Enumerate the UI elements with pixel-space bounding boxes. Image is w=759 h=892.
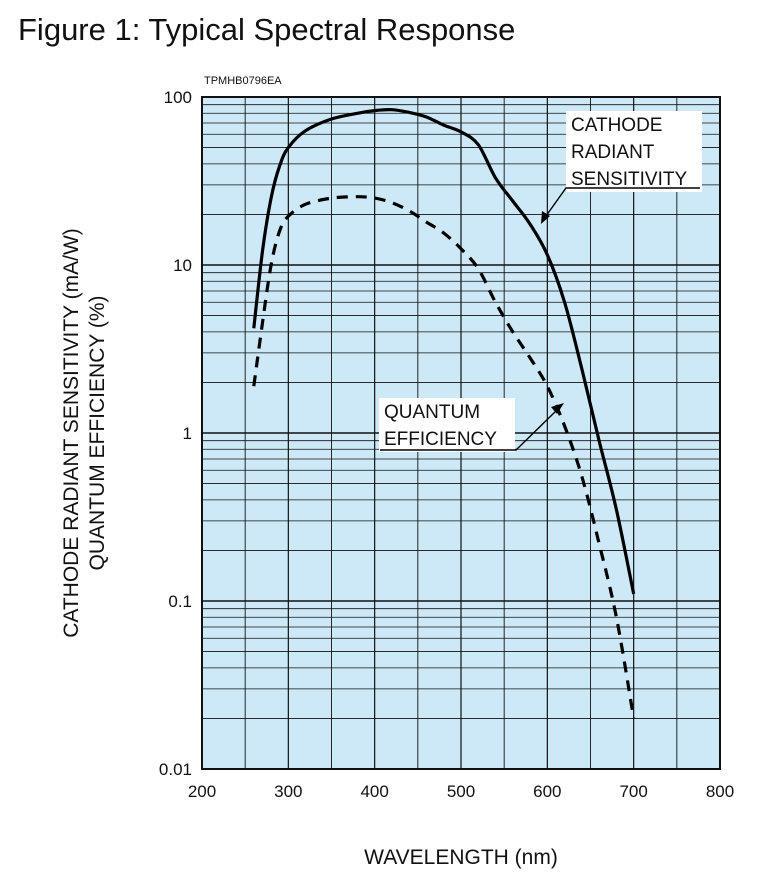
x-tick-label: 300: [274, 782, 302, 801]
y-tick-label: 100: [164, 88, 192, 107]
y-axis-title-line-1: CATHODE RADIANT SENSITIVITY (mA/W): [60, 228, 83, 638]
x-tick-labels: 200 300 400 500 600 700 800: [188, 782, 734, 801]
quantum-efficiency-label: QUANTUM EFFICIENCY: [379, 398, 564, 452]
quantum-efficiency-curve: [252, 195, 636, 719]
radiant-sensitivity-label-text-line: RADIANT: [571, 142, 655, 163]
y-tick-label: 0.1: [168, 592, 192, 611]
quantum-efficiency-label-leader: [380, 409, 558, 451]
y-tick-label: 1: [183, 424, 192, 443]
plot-border: [201, 96, 721, 770]
x-axis-title: WAVELENGTH (nm): [364, 846, 558, 869]
curves: [252, 108, 636, 719]
radiant-sensitivity-label: CATHODE RADIANT SENSITIVITY: [541, 111, 702, 224]
x-tick-label: 600: [533, 782, 561, 801]
radiant-sensitivity-label-text-line: CATHODE: [571, 115, 662, 136]
y-tick-labels: 0.01 0.1 1 10 100: [159, 88, 192, 779]
x-tick-label: 700: [619, 782, 647, 801]
y-tick-label: 0.01: [159, 760, 192, 779]
radiant-sensitivity-label-arrowhead: [541, 211, 550, 224]
figure-title: Figure 1: Typical Spectral Response: [18, 12, 516, 47]
radiant-sensitivity-label-leader: [545, 187, 700, 217]
radiant-sensitivity-curve: [252, 108, 636, 595]
quantum-efficiency-label-arrowhead: [551, 403, 564, 414]
radiant-sensitivity-label-text-line: SENSITIVITY: [571, 169, 687, 190]
y-axis-title: CATHODE RADIANT SENSITIVITY (mA/W) QUANT…: [60, 228, 109, 638]
x-tick-label: 200: [188, 782, 216, 801]
figure-code: TPMHB0796EA: [204, 75, 282, 87]
quantum-efficiency-label-text-line: QUANTUM: [384, 402, 480, 423]
x-tick-label: 400: [360, 782, 388, 801]
y-tick-label: 10: [173, 256, 192, 275]
quantum-efficiency-label-box: [379, 398, 515, 452]
x-tick-label: 800: [706, 782, 734, 801]
curve-annotations: CATHODE RADIANT SENSITIVITY QUANTUM EFFICIEN…: [379, 111, 702, 452]
x-tick-label: 500: [447, 782, 475, 801]
quantum-efficiency-label-text-line: EFFICIENCY: [384, 429, 497, 450]
radiant-sensitivity-label-box: [566, 111, 702, 192]
y-axis-title-line-2: QUANTUM EFFICIENCY (%): [86, 296, 109, 571]
